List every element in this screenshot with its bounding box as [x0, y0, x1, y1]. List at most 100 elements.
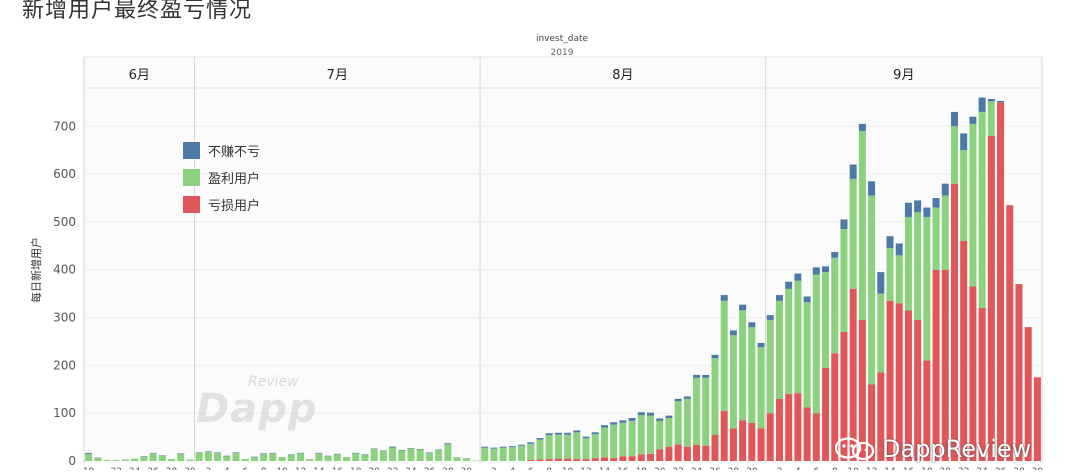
bar-segment: [748, 322, 756, 328]
bar-segment: [637, 415, 645, 455]
bar-segment: [214, 452, 222, 453]
bar-segment: [683, 398, 691, 447]
bar-segment: [831, 252, 839, 258]
bar-segment: [831, 257, 839, 354]
y-tick-label: 700: [53, 119, 76, 133]
bar-segment: [103, 460, 111, 461]
bar-segment: [932, 269, 940, 461]
bar-segment: [361, 454, 369, 461]
header-year-label: 2019: [551, 48, 574, 58]
bar-segment: [232, 452, 240, 461]
bar-segment: [591, 434, 599, 459]
bar-segment: [766, 319, 774, 414]
bar-segment: [241, 459, 249, 461]
bar-segment: [914, 319, 922, 461]
bar-segment: [683, 446, 691, 461]
bar-segment: [481, 446, 489, 448]
bar-segment: [831, 353, 839, 461]
bar-segment: [333, 454, 341, 461]
bar-segment: [775, 295, 783, 301]
bar-segment: [499, 447, 507, 461]
bar-segment: [158, 455, 166, 456]
bar-segment: [803, 407, 811, 461]
bar-segment: [895, 255, 903, 304]
bar-segment: [840, 331, 848, 461]
bar-segment: [932, 207, 940, 270]
bar-segment: [711, 434, 719, 461]
bar-segment: [278, 457, 286, 461]
y-tick-label: 200: [53, 358, 76, 372]
bar-segment: [324, 456, 332, 461]
bar-segment: [729, 330, 737, 336]
bar-segment: [333, 453, 341, 455]
bar-segment: [729, 428, 737, 461]
bar-segment: [508, 447, 516, 461]
bar-segment: [775, 398, 783, 461]
bar-segment: [407, 448, 415, 461]
bar-segment: [729, 335, 737, 429]
bar-segment: [149, 453, 157, 461]
legend-label-loss: 亏损用户: [208, 199, 261, 214]
bar-segment: [628, 420, 636, 457]
legend-swatch-profit: [183, 169, 200, 186]
bar-segment: [693, 374, 701, 378]
bar-segment: [849, 288, 857, 461]
bar-segment: [739, 420, 747, 461]
bar-segment: [656, 418, 664, 421]
bar-segment: [766, 315, 774, 320]
bar-segment: [960, 241, 968, 461]
bar-segment: [803, 296, 811, 303]
bar-segment: [582, 436, 590, 439]
bar-segment: [794, 280, 802, 394]
bar-segment: [775, 300, 783, 399]
bar-segment: [140, 456, 148, 461]
bar-segment: [573, 432, 581, 460]
bar-segment: [748, 327, 756, 423]
bar-segment: [647, 412, 655, 416]
bar-segment: [269, 452, 277, 454]
bar-segment: [518, 444, 526, 446]
bar-segment: [969, 286, 977, 461]
bar-segment: [564, 432, 572, 435]
bar-segment: [131, 458, 139, 461]
bar-segment: [370, 449, 378, 461]
bar-segment: [370, 448, 378, 450]
bar-segment: [1033, 377, 1041, 461]
page-title: 新增用户最终盈亏情况: [22, 0, 253, 23]
bar-segment: [407, 448, 415, 449]
y-tick-label: 600: [53, 167, 76, 181]
bar-segment: [904, 310, 912, 461]
y-tick-label: 0: [68, 454, 76, 468]
bar-segment: [693, 377, 701, 445]
bar-segment: [527, 460, 535, 461]
bar-segment: [508, 446, 516, 448]
bar-segment: [849, 178, 857, 289]
bar-segment: [398, 450, 406, 451]
bar-segment: [250, 456, 258, 458]
bar-segment: [435, 450, 443, 461]
bar-segment: [343, 457, 351, 461]
bar-segment: [812, 274, 820, 414]
bar-segment: [822, 367, 830, 461]
bar-segment: [785, 281, 793, 289]
bar-segment: [914, 200, 922, 213]
bar-segment: [739, 310, 747, 421]
bar-segment: [868, 384, 876, 461]
bar-segment: [932, 197, 940, 208]
bar-segment: [794, 393, 802, 461]
bar-segment: [978, 307, 986, 461]
bar-segment: [260, 453, 268, 454]
bar-segment: [858, 123, 866, 132]
bar-segment: [923, 217, 931, 361]
bar-segment: [389, 447, 397, 461]
bar-segment: [490, 447, 498, 449]
bar-segment: [720, 295, 728, 301]
bar-segment: [978, 111, 986, 308]
bar-segment: [868, 195, 876, 385]
bar-segment: [969, 116, 977, 124]
bar-segment: [425, 452, 433, 453]
bar-segment: [315, 452, 323, 454]
bar-segment: [785, 394, 793, 461]
bar-segment: [674, 398, 682, 402]
bar-segment: [987, 98, 995, 102]
